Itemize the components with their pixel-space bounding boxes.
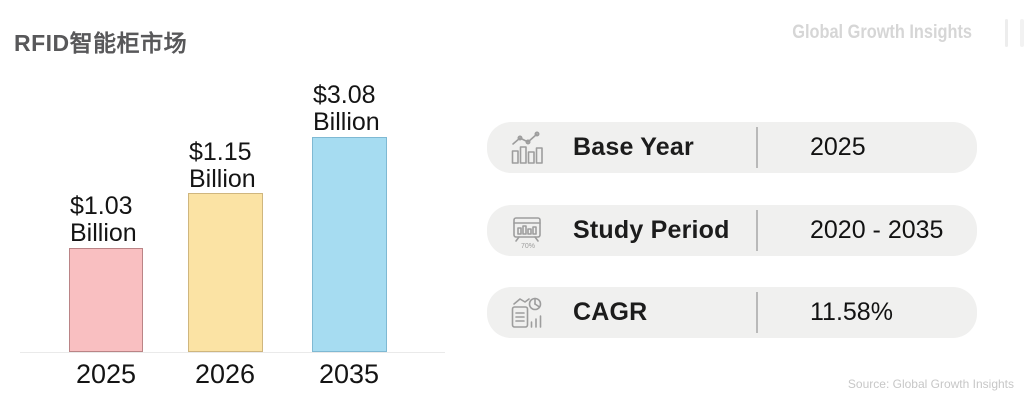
info-row-label: Base Year: [573, 133, 694, 161]
brand-logo-text: Global Growth Insights: [792, 22, 972, 43]
row-divider: [756, 210, 758, 251]
x-tick-label: 2035: [318, 359, 380, 389]
info-row-study-period: 70% Study Period 2020 - 2035: [487, 205, 977, 256]
bar-2026: [188, 193, 263, 352]
header-edge-mark: [1020, 19, 1024, 47]
x-tick-label: 2026: [194, 359, 256, 389]
bar-unit: Billion: [313, 108, 380, 136]
bar-value-label: $1.15 Billion: [189, 139, 256, 193]
row-divider: [756, 127, 758, 168]
bar-amount: $1.15: [189, 138, 252, 166]
page-title: RFID智能柜市场: [14, 30, 188, 56]
growth-chart-icon: [509, 129, 545, 167]
info-row-label: Study Period: [573, 216, 730, 244]
bar-value-label: $3.08 Billion: [313, 82, 380, 136]
info-row-value: 11.58%: [810, 298, 893, 326]
bar-value-label: $1.03 Billion: [70, 193, 137, 247]
presentation-chart-icon: 70%: [509, 212, 545, 250]
info-row-value: 2025: [810, 133, 866, 161]
info-row-label: CAGR: [573, 298, 648, 326]
bar-2035: [312, 137, 387, 352]
info-row-base-year: Base Year 2025: [487, 122, 977, 173]
row-divider: [756, 292, 758, 333]
bar-unit: Billion: [70, 219, 137, 247]
info-row-value: 2020 - 2035: [810, 216, 944, 244]
x-tick-label: 2025: [75, 359, 137, 389]
x-axis-line: [20, 352, 445, 353]
icon-percent-text: 70%: [521, 243, 535, 250]
header-divider: [1005, 19, 1008, 47]
bar-unit: Billion: [189, 165, 256, 193]
report-pie-chart-icon: [509, 294, 545, 332]
bar-chart: $1.03 Billion $1.15 Billion $3.08 Billio…: [0, 0, 470, 403]
bar-2025: [69, 248, 143, 352]
bar-amount: $3.08: [313, 81, 376, 109]
bar-amount: $1.03: [70, 192, 133, 220]
info-row-cagr: CAGR 11.58%: [487, 287, 977, 338]
source-attribution: Source: Global Growth Insights: [847, 377, 1014, 391]
